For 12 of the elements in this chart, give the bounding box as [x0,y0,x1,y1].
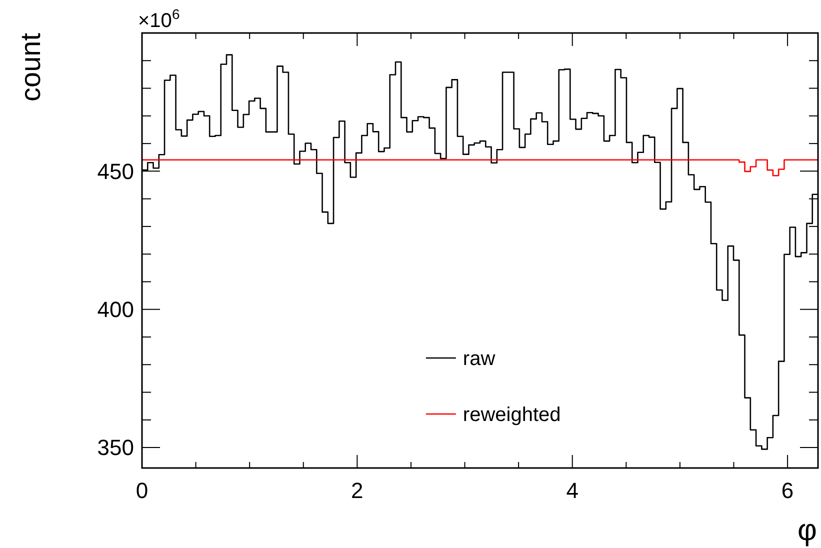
x-tick-label: 2 [351,478,364,503]
legend-label: raw [462,348,496,370]
x-axis-title: φ [798,514,817,547]
text: ×10$^{6}$ [138,6,180,32]
y-tick-label: 350 [97,435,134,460]
x-tick-label: 0 [136,478,148,503]
y-tick-label: 400 [97,297,134,322]
y-tick-label: 450 [97,158,134,184]
x-tick-label: 4 [566,478,578,503]
y-axis-title: count [15,32,46,102]
x-tick-label: 6 [781,478,794,503]
legend-label: reweighted [462,404,561,426]
